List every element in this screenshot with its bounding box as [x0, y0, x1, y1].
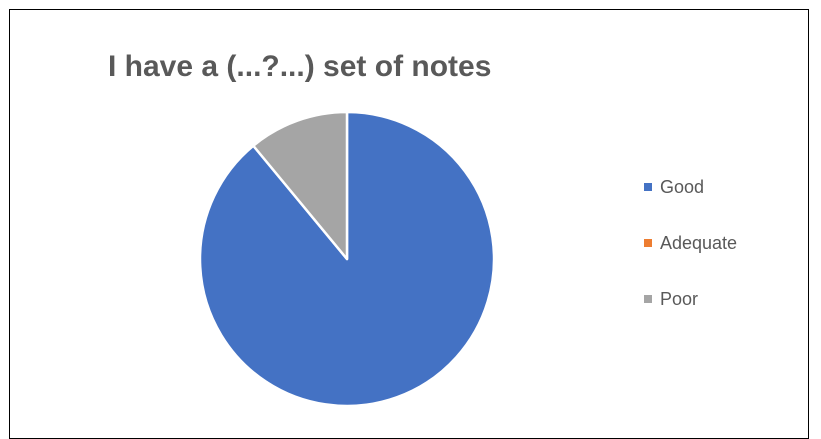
legend-item-poor: Poor: [644, 271, 737, 327]
legend-item-good: Good: [644, 159, 737, 215]
legend-item-adequate: Adequate: [644, 215, 737, 271]
legend-label-good: Good: [660, 176, 705, 197]
legend-swatch-good: [644, 183, 652, 191]
pie-slice-poor: [252, 110, 349, 261]
legend-label-poor: Poor: [660, 288, 699, 309]
chart-title: I have a (...?...) set of notes: [108, 50, 492, 83]
legend-swatch-poor: [644, 295, 652, 303]
legend-swatch-adequate: [644, 239, 652, 247]
legend-label-adequate: Adequate: [660, 232, 738, 253]
pie-chart: [198, 110, 496, 408]
legend: Good Adequate Poor: [644, 159, 737, 327]
